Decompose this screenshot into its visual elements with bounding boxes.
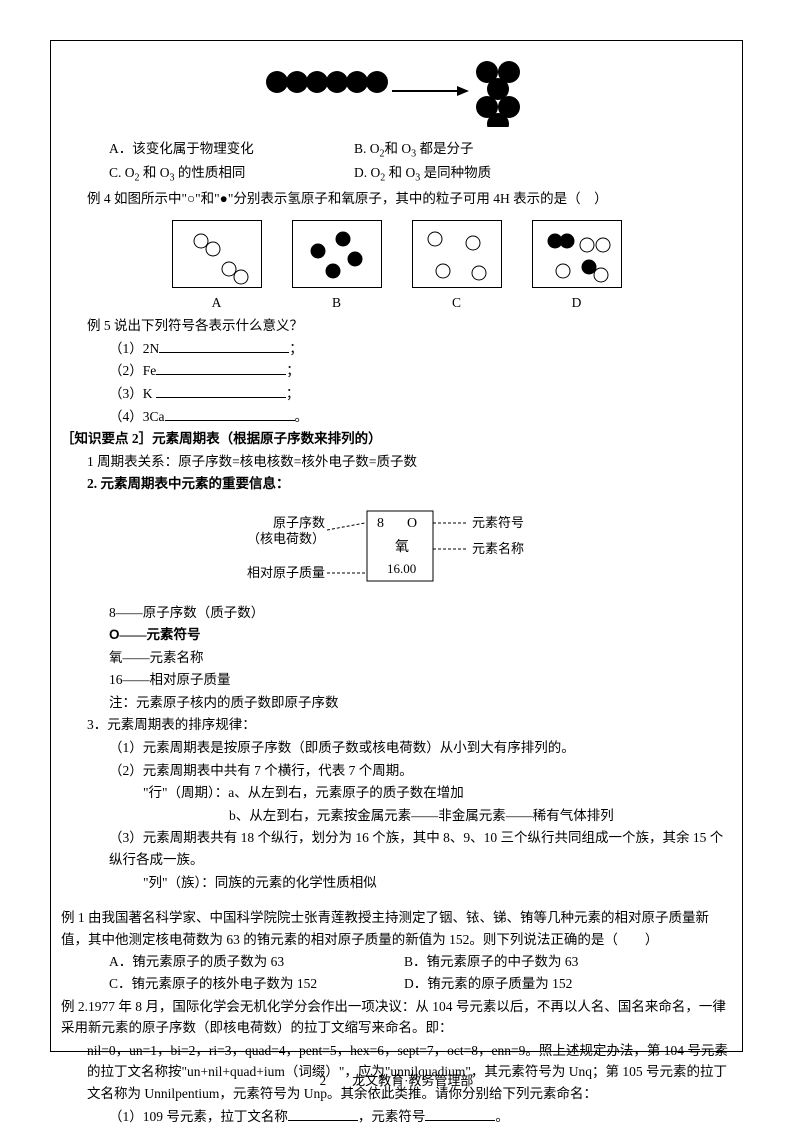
exp-l4: 16——相对原子质量 bbox=[61, 669, 732, 691]
box-A bbox=[172, 220, 262, 288]
label-B: B bbox=[292, 292, 382, 314]
annot-left1b: （核电荷数） bbox=[246, 531, 324, 546]
footer-text: 龙文教育·教务管理部 bbox=[352, 1073, 473, 1088]
ex4-boxes: A B C D bbox=[61, 220, 732, 314]
ex1b-text: 例 1 由我国著名科学家、中国科学院院士张青莲教授主持测定了铟、铱、锑、铕等几种… bbox=[61, 907, 732, 950]
q3-optD: D. O2 和 O3 是同种物质 bbox=[354, 162, 491, 187]
rule3-r2a: "行"（周期）：a、从左到右，元素原子的质子数在增加 bbox=[61, 782, 732, 804]
svg-text:16.00: 16.00 bbox=[387, 561, 416, 576]
q3-options-row2: C. O2 和 O3 的性质相同 D. O2 和 O3 是同种物质 bbox=[61, 162, 732, 187]
svg-text:8: 8 bbox=[377, 516, 384, 531]
molecule-reaction-diagram bbox=[61, 57, 732, 134]
svg-text:O: O bbox=[407, 516, 417, 531]
label-D: D bbox=[532, 292, 622, 314]
label-A: A bbox=[172, 292, 262, 314]
ex2b-q1: （1）109 号元素，拉丁文名称，元素符号。 bbox=[61, 1106, 732, 1127]
ex1b-optC: C．铕元素原子的核外电子数为 152 bbox=[109, 973, 404, 995]
ex5-item2: （3）K ； bbox=[61, 383, 732, 405]
annot-left1a: 原子序数 bbox=[272, 515, 324, 530]
rule3-r3: （3）元素周期表共有 18 个纵行，划分为 16 个族，其中 8、9、10 三个… bbox=[61, 827, 732, 870]
box-C-wrap: C bbox=[412, 220, 502, 314]
q3-optA: A．该变化属于物理变化 bbox=[109, 138, 354, 163]
ex5-item1: （2）Fe； bbox=[61, 360, 732, 382]
ex5-item0: （1）2N； bbox=[61, 338, 732, 360]
q3-optB: B. O2和 O3 都是分子 bbox=[354, 138, 474, 163]
rule3-r3a: "列"（族）：同族的元素的化学性质相似 bbox=[61, 872, 732, 894]
ex1b-optB: B．铕元素原子的中子数为 63 bbox=[404, 951, 578, 973]
ex1b-row2: C．铕元素原子的核外电子数为 152 D．铕元素的原子质量为 152 bbox=[61, 973, 732, 995]
kp2-line1: 1 周期表关系：原子序数=核电核数=核外电子数=质子数 bbox=[61, 451, 732, 473]
rule3-r1: （1）元素周期表是按原子序数（即质子数或核电荷数）从小到大有序排列的。 bbox=[61, 737, 732, 759]
exp-l1: 8——原子序数（质子数） bbox=[61, 602, 732, 624]
ex5-title: 例 5 说出下列符号各表示什么意义？ bbox=[61, 315, 732, 337]
q3-options-row1: A．该变化属于物理变化 B. O2和 O3 都是分子 bbox=[61, 138, 732, 163]
kp2-line2: 2. 元素周期表中元素的重要信息： bbox=[61, 473, 732, 495]
spacer1 bbox=[61, 894, 732, 906]
exp-l2: O——元素符号 bbox=[61, 624, 732, 646]
ex1b-row1: A．铕元素原子的质子数为 63 B．铕元素原子的中子数为 63 bbox=[61, 951, 732, 973]
box-C bbox=[412, 220, 502, 288]
kp2-title: ［知识要点 2］元素周期表（根据原子序数来排列的） bbox=[61, 428, 732, 450]
box-A-wrap: A bbox=[172, 220, 262, 314]
cell-svg: 原子序数 （核电荷数） 相对原子质量 8 O 氧 16.00 元素符号 元素名称 bbox=[197, 505, 597, 585]
exp-l3: 氧——元素名称 bbox=[61, 647, 732, 669]
page-footer: 2 龙文教育·教务管理部 bbox=[0, 1071, 793, 1092]
rule3-r2b: b、从左到右，元素按金属元素——非金属元素——稀有气体排列 bbox=[61, 805, 732, 827]
label-C: C bbox=[412, 292, 502, 314]
annot-right2: 元素名称 bbox=[472, 541, 524, 556]
box-B-wrap: B bbox=[292, 220, 382, 314]
ex5-item3: （4）3Ca。 bbox=[61, 406, 732, 428]
rule3-title: 3．元素周期表的排序规律： bbox=[61, 714, 732, 736]
ex1b-optD: D．铕元素的原子质量为 152 bbox=[404, 973, 572, 995]
ex1b-optA: A．铕元素原子的质子数为 63 bbox=[109, 951, 404, 973]
box-B bbox=[292, 220, 382, 288]
reaction-svg bbox=[262, 57, 532, 127]
page-content: A．该变化属于物理变化 B. O2和 O3 都是分子 C. O2 和 O3 的性… bbox=[50, 40, 743, 1052]
page-number: 2 bbox=[320, 1073, 327, 1088]
box-D-wrap: D bbox=[532, 220, 622, 314]
exp-l5: 注：元素原子核内的质子数即原子序数 bbox=[61, 692, 732, 714]
svg-text:氧: 氧 bbox=[395, 539, 409, 555]
ex2b-text1: 例 2.1977 年 8 月，国际化学会无机化学分会作出一项决议：从 104 号… bbox=[61, 996, 732, 1039]
periodic-cell-diagram: 原子序数 （核电荷数） 相对原子质量 8 O 氧 16.00 元素符号 元素名称 bbox=[61, 499, 732, 598]
annot-left2: 相对原子质量 bbox=[246, 565, 324, 580]
rule3-r2: （2）元素周期表中共有 7 个横行，代表 7 个周期。 bbox=[61, 760, 732, 782]
cell-wrap: 原子序数 （核电荷数） 相对原子质量 8 O 氧 16.00 元素符号 元素名称 bbox=[197, 505, 597, 592]
q3-optC: C. O2 和 O3 的性质相同 bbox=[109, 162, 354, 187]
box-D bbox=[532, 220, 622, 288]
annot-right1: 元素符号 bbox=[472, 515, 524, 530]
ex4-text: 例 4 如图所示中"○"和"●"分别表示氢原子和氧原子，其中的粒子可用 4H 表… bbox=[61, 188, 732, 210]
